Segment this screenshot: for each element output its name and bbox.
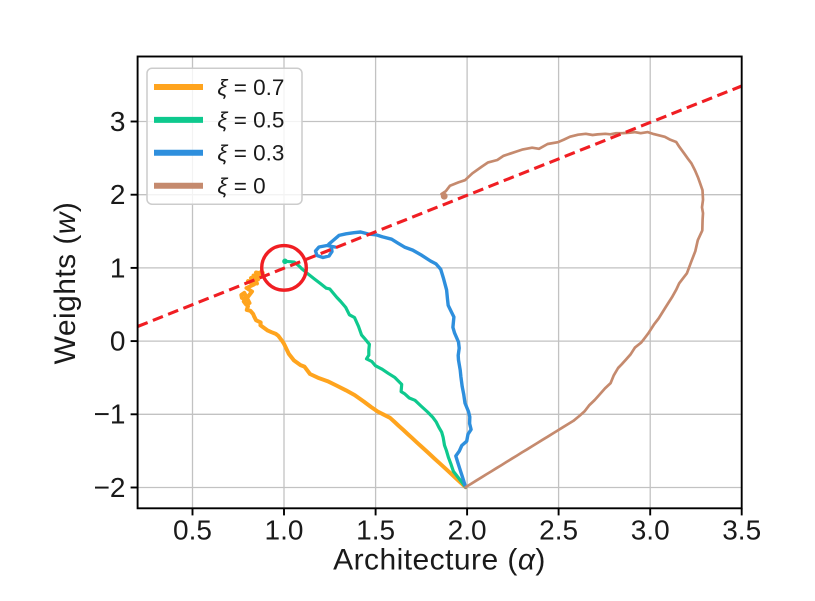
svg-text:1.5: 1.5 (356, 514, 395, 545)
svg-text:ξ = 0.3: ξ = 0.3 (217, 141, 284, 166)
svg-text:Architecture (α): Architecture (α) (333, 544, 546, 577)
svg-text:2.0: 2.0 (448, 514, 487, 545)
svg-text:1.0: 1.0 (265, 514, 304, 545)
svg-text:ξ = 0.7: ξ = 0.7 (217, 75, 284, 100)
svg-text:1: 1 (110, 252, 126, 283)
svg-text:−2: −2 (94, 472, 126, 503)
svg-text:Weights (w): Weights (w) (49, 202, 82, 365)
svg-text:−1: −1 (94, 399, 126, 430)
svg-text:0: 0 (110, 326, 126, 357)
svg-text:ξ = 0.5: ξ = 0.5 (217, 108, 284, 133)
svg-text:2.5: 2.5 (539, 514, 578, 545)
svg-text:ξ = 0: ξ = 0 (217, 174, 265, 199)
svg-text:2: 2 (110, 179, 126, 210)
svg-text:0.5: 0.5 (173, 514, 212, 545)
svg-text:3.0: 3.0 (631, 514, 670, 545)
svg-text:3.5: 3.5 (722, 514, 761, 545)
svg-text:3: 3 (110, 106, 126, 137)
